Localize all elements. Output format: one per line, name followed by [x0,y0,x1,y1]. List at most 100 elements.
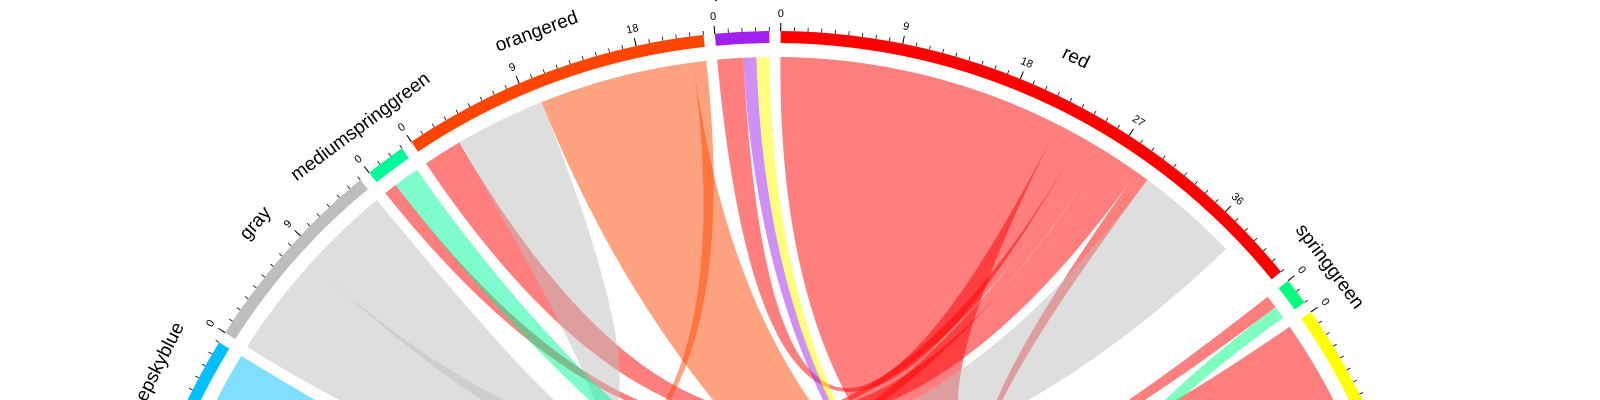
minor-tick [1057,91,1060,96]
ribbon [780,57,1334,400]
minor-tick [1151,147,1155,152]
major-tick [633,38,637,47]
major-tick [713,25,716,34]
minor-tick [236,307,241,311]
minor-tick [568,60,571,65]
minor-tick [278,253,283,257]
major-tick [406,134,412,143]
tick-label: 18 [1019,55,1035,71]
tick-label: 0 [396,121,408,134]
minor-tick [492,90,495,95]
minor-tick [1007,70,1010,75]
minor-tick [1318,320,1323,324]
minor-tick [316,213,320,217]
minor-tick [1244,227,1248,232]
minor-tick [377,160,381,165]
minor-tick [1215,199,1219,203]
minor-tick [1081,104,1085,109]
minor-tick [1045,85,1048,90]
minor-tick [346,185,351,189]
minor-tick [455,109,459,114]
minor-tick [1184,172,1188,176]
minor-tick [306,222,311,227]
minor-tick [326,203,330,208]
minor-tick [1234,218,1239,222]
sector-label: orangered [492,7,581,56]
minor-tick [261,274,265,278]
minor-tick [252,285,257,289]
tick-label: 0 [778,8,784,20]
tick-label: 0 [204,318,217,330]
minor-tick [915,42,918,47]
minor-tick [287,242,292,247]
tick-label: 9 [507,61,517,74]
minor-tick [431,123,435,128]
minor-tick [1140,139,1144,144]
ribbon [717,57,1082,392]
minor-tick [675,34,677,39]
ribbon [743,57,831,400]
major-tick [294,229,301,237]
minor-tick [661,36,664,41]
minor-tick [399,144,403,149]
tick-label: 0 [1318,296,1331,308]
major-tick [1128,128,1134,136]
tick-label: 0 [710,11,717,24]
minor-tick [1162,155,1166,160]
minor-tick [1173,163,1177,168]
minor-tick [420,130,424,135]
sector-arc [411,34,705,152]
minor-tick [467,103,471,107]
major-tick [1310,306,1318,313]
ribbon [247,179,1227,400]
minor-tick [336,194,340,198]
minor-tick [621,45,624,50]
major-tick [902,35,905,44]
minor-tick [1253,237,1258,242]
minor-tick [1093,110,1097,115]
minor-tick [1032,80,1035,85]
minor-tick [1353,379,1358,383]
sector-label: mediumspringgreen [287,68,434,185]
tick-label: 18 [625,22,640,36]
minor-tick [1340,355,1344,359]
minor-tick [244,296,249,300]
ribbon [756,57,836,400]
minor-tick [968,56,971,61]
minor-tick [542,69,545,74]
minor-tick [1280,268,1285,273]
sector-arc [714,31,770,46]
tick-label: 9 [902,20,910,33]
minor-tick [1359,391,1364,395]
minor-tick [388,152,392,157]
minor-tick [994,65,997,70]
minor-tick [981,60,984,65]
minor-tick [357,176,361,181]
sector-label: gray [235,202,276,244]
minor-tick [594,51,597,57]
major-tick [363,166,370,174]
minor-tick [648,39,650,44]
minor-tick [929,45,931,50]
major-tick [218,327,226,334]
sector-label: deepskyblue [122,319,189,400]
sector-label: red [1059,43,1093,74]
minor-tick [529,74,533,79]
tick-label: 9 [282,218,295,231]
minor-tick [1296,288,1300,292]
minor-tick [504,84,508,89]
minor-tick [1263,248,1267,252]
tick-label: 0 [1295,264,1308,276]
ribbon [665,60,714,400]
major-tick [1225,205,1232,212]
tick-label: 0 [352,153,364,166]
tick-label: 36 [1229,191,1246,208]
minor-tick [1333,343,1337,347]
ribbon [541,62,810,400]
ribbon [874,143,1104,400]
minor-tick [1105,117,1109,122]
sector-arc [225,179,368,340]
tick-label: 27 [1130,113,1147,130]
minor-tick [955,52,958,57]
ribbon [395,169,613,400]
